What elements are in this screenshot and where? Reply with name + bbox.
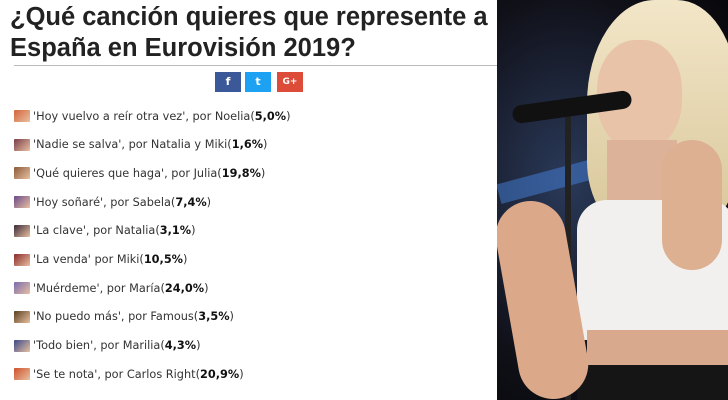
song-label: 'Hoy vuelvo a reír otra vez', por Noelia xyxy=(33,109,251,123)
song-label: 'Muérdeme', por María xyxy=(33,281,161,295)
poll-panel: ¿Qué canción quieres que represente a Es… xyxy=(10,3,497,383)
list-item: 'No puedo más', por Famous (3,5%) xyxy=(14,308,234,326)
song-label: 'Todo bien', por Marilia xyxy=(33,339,161,353)
song-label: 'No puedo más', por Famous xyxy=(33,310,194,324)
vote-percentage: 10,5% xyxy=(143,253,184,266)
song-label: 'Qué quieres que haga', por Julia xyxy=(33,166,218,180)
song-label: 'La venda' por Miki xyxy=(33,253,140,266)
list-item: 'La clave', por Natalia (3,1%) xyxy=(14,222,196,240)
vote-percentage: 24,0% xyxy=(164,281,205,295)
thumbnail-icon xyxy=(14,339,30,352)
list-item: 'Qué quieres que haga', por Julia (19,8%… xyxy=(14,164,265,182)
song-label: 'Nadie se salva', por Natalia y Miki xyxy=(33,138,228,152)
facebook-share-button[interactable]: f xyxy=(215,72,241,92)
vote-percentage: 5,0% xyxy=(254,109,287,123)
list-item: 'Nadie se salva', por Natalia y Miki (1,… xyxy=(14,136,267,154)
twitter-share-button[interactable]: t xyxy=(245,72,271,92)
thumbnail-icon xyxy=(14,110,30,122)
divider xyxy=(14,65,497,66)
vote-percentage: 19,8% xyxy=(221,166,261,180)
page-title: ¿Qué canción quieres que represente a Es… xyxy=(10,3,488,62)
thumbnail-icon xyxy=(14,368,30,381)
list-item: 'Se te nota', por Carlos Right (20,9%) xyxy=(14,365,244,383)
list-item: 'Muérdeme', por María (24,0%) xyxy=(14,279,209,297)
thumbnail-icon xyxy=(14,310,30,323)
vote-percentage: 7,4% xyxy=(175,195,207,209)
vote-percentage: 3,5% xyxy=(198,310,230,324)
thumbnail-icon xyxy=(14,253,30,266)
thumbnail-icon xyxy=(14,196,30,209)
thumbnail-icon xyxy=(14,167,30,180)
list-item: 'Hoy vuelvo a reír otra vez', por Noelia… xyxy=(14,107,291,125)
song-label: 'La clave', por Natalia xyxy=(33,224,156,238)
googleplus-share-button[interactable]: G+ xyxy=(277,72,303,92)
vote-percentage: 3,1% xyxy=(159,224,192,238)
vote-percentage: 4,3% xyxy=(164,339,197,353)
list-item: 'Todo bien', por Marilia (4,3%) xyxy=(14,337,201,355)
thumbnail-icon xyxy=(14,282,30,295)
song-label: 'Hoy soñaré', por Sabela xyxy=(33,195,171,209)
vote-percentage: 20,9% xyxy=(199,367,240,381)
singer-photo xyxy=(497,0,728,400)
list-item: 'Hoy soñaré', por Sabela (7,4%) xyxy=(14,193,211,211)
vote-percentage: 1,6% xyxy=(231,138,264,152)
thumbnail-icon xyxy=(14,224,30,237)
thumbnail-icon xyxy=(14,138,30,151)
song-label: 'Se te nota', por Carlos Right xyxy=(33,367,196,381)
list-item: 'La venda' por Miki (10,5%) xyxy=(14,251,187,269)
